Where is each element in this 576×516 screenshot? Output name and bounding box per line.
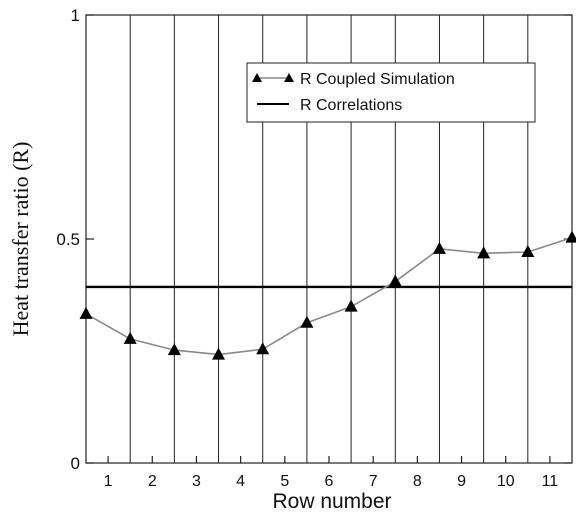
series-layer (79, 230, 576, 360)
series-coupled-point (565, 230, 576, 243)
x-tick-label: 10 (497, 473, 515, 490)
series-coupled-point (300, 315, 314, 328)
x-tick-label: 7 (369, 473, 378, 490)
series-coupled-point (344, 299, 358, 312)
legend-marker-coupled-2 (284, 73, 294, 82)
series-coupled-point (123, 331, 137, 344)
legend-label-coupled: R Coupled Simulation (300, 71, 455, 88)
y-tick-label: 1 (71, 6, 80, 25)
series-coupled-point (167, 343, 181, 356)
legend-label-correlations: R Correlations (300, 97, 402, 114)
x-tick-label: 1 (104, 473, 113, 490)
series-coupled-point (212, 347, 226, 360)
legend: R Coupled Simulation R Correlations (246, 62, 536, 123)
x-tick-label: 2 (148, 473, 157, 490)
series-coupled-point (388, 274, 402, 287)
series-coupled-point (79, 306, 93, 319)
legend-box (246, 62, 536, 123)
y-axis-label: Heat transfer ratio (R) (8, 142, 33, 337)
x-tick-label: 6 (325, 473, 334, 490)
series-coupled-line (85, 236, 573, 356)
x-tick-label: 5 (280, 473, 289, 490)
series-coupled-point (432, 241, 446, 254)
x-tick-label: 11 (542, 473, 559, 490)
legend-marker-coupled-1 (252, 73, 262, 82)
x-tick-label: 8 (413, 473, 422, 490)
y-tick-label: 0 (71, 454, 80, 473)
series-coupled-point (477, 246, 491, 259)
series-coupled-point (256, 342, 270, 355)
x-tick-label: 9 (457, 473, 466, 490)
x-tick-label: 3 (192, 473, 201, 490)
x-ticks: 1 2 3 4 5 6 7 8 9 10 11 (104, 456, 559, 490)
x-tick-label: 4 (236, 473, 245, 490)
series-coupled-point (521, 244, 535, 257)
y-tick-label: 0.5 (56, 230, 80, 249)
x-axis-label: Row number (272, 490, 391, 513)
